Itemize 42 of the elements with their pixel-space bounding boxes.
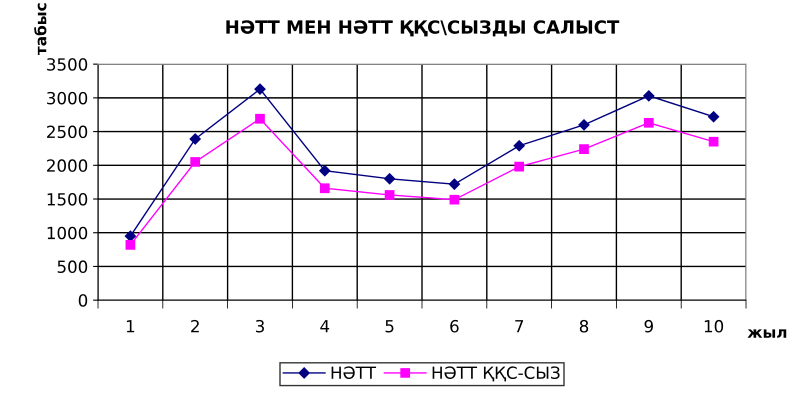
point [514, 140, 525, 152]
point [319, 165, 330, 176]
point [514, 162, 524, 172]
point [579, 144, 589, 154]
x-tick-label: 2 [191, 320, 199, 332]
x-tick-label: 9 [644, 320, 653, 333]
point [255, 114, 265, 124]
x-axis-title: жыл [748, 329, 786, 338]
point [320, 183, 330, 194]
point [708, 136, 718, 147]
point [384, 190, 394, 200]
y-tick-label: 2500 [47, 126, 88, 138]
x-tick-label: 5 [386, 320, 394, 333]
x-tick-label: 8 [580, 320, 588, 333]
point [384, 173, 396, 184]
y-tick-label: 0 [78, 294, 88, 307]
chart-title: НӘТТ МЕН НӘТТ ҚҚС\СЫЗДЫ САЛЫСТ [226, 20, 620, 36]
point [578, 119, 590, 130]
x-tick-label: 7 [515, 320, 524, 332]
x-tick-label: 10 [704, 320, 724, 333]
y-tick-label: 2000 [47, 159, 88, 172]
y-tick-label: 3500 [47, 58, 88, 71]
point [450, 194, 460, 205]
point [254, 83, 266, 95]
y-tick-label: 1000 [48, 226, 88, 240]
y-axis-title: табыс [34, 3, 46, 56]
point [708, 111, 720, 122]
y-tick-label: 1500 [48, 192, 88, 206]
legend-label: НӘТТ [332, 366, 376, 380]
point [643, 90, 654, 102]
y-tick-label: 3000 [47, 92, 88, 104]
x-tick-label: 6 [450, 320, 459, 333]
legend-label: НӘТТ ҚҚС-СЫЗ [432, 366, 560, 382]
point [126, 240, 136, 250]
point [190, 157, 200, 167]
point [190, 133, 201, 145]
x-tick-label: 1 [126, 320, 134, 332]
y-tick-label: 500 [58, 260, 88, 274]
x-tick-label: 3 [256, 320, 264, 333]
point [448, 178, 460, 190]
x-tick-label: 4 [320, 320, 330, 332]
point [644, 118, 654, 128]
